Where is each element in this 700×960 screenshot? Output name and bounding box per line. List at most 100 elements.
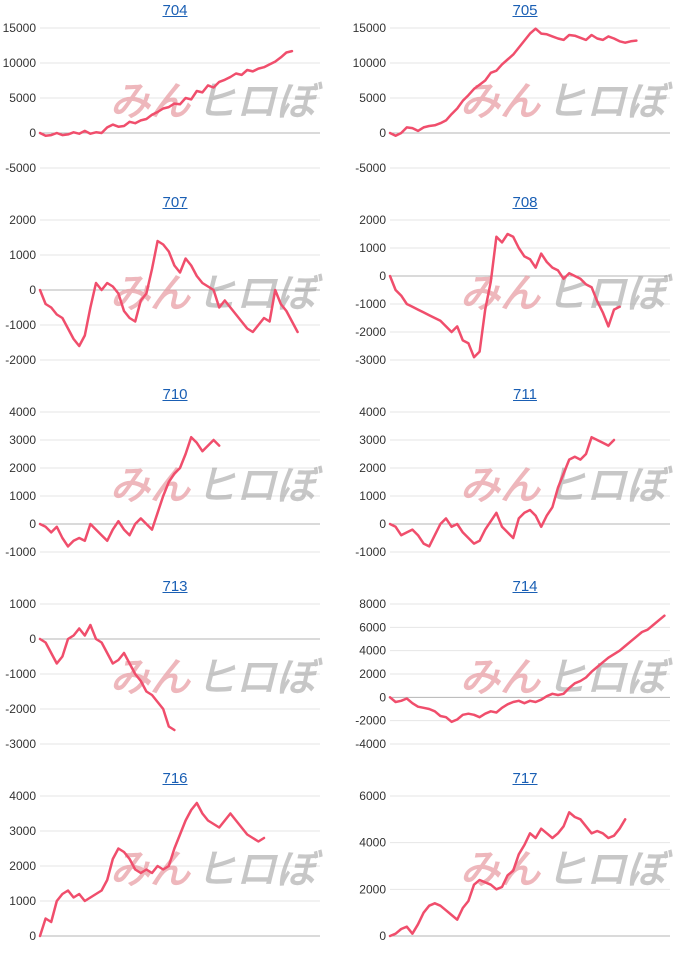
y-tick-label: 2000 [359,213,386,227]
y-tick-label: 0 [379,929,386,943]
y-tick-label: 4000 [359,836,386,850]
chart-panel-714: 8000 6000 4000 2000 0 -2000 -4000 みん ヒロぼ 714 [350,576,700,768]
y-tick-label: 0 [379,517,386,531]
chart-svg-716: 4000 3000 2000 1000 0 みん ヒロぼ [9,789,323,943]
y-tick-label: 15000 [353,21,387,35]
chart-panel-708: 2000 1000 0 -1000 -2000 -3000 みん ヒロぼ 708 [350,192,700,384]
watermark-logo: みん [460,80,542,124]
y-tick-label: 4000 [359,644,386,658]
chart-svg-710: 4000 3000 2000 1000 0 -1000 みん ヒロぼ [5,405,323,559]
chart-title-link[interactable]: 711 [513,386,537,403]
y-tick-label: 0 [29,929,36,943]
y-tick-label: 2000 [359,882,386,896]
y-tick-label: 1000 [9,597,36,611]
chart-title-link[interactable]: 713 [162,578,188,595]
y-tick-label: 1000 [9,894,36,908]
y-tick-label: -3000 [5,737,36,751]
y-tick-label: 4000 [9,405,36,419]
watermark-logo: みん [110,464,192,508]
chart-title-link[interactable]: 705 [512,2,538,19]
y-tick-label: -1000 [355,545,386,559]
y-tick-label: 1000 [359,241,386,255]
y-tick-label: 3000 [359,433,386,447]
chart-panel-713: 1000 0 -1000 -2000 -3000 みん ヒロぼ 713 [0,576,350,768]
series-line-714 [388,614,666,724]
y-tick-label: 2000 [9,213,36,227]
chart-panel-707: 2000 1000 0 -1000 -2000 みん ヒロぼ 707 [0,192,350,384]
watermark-logo: みん [460,656,542,700]
watermark-logo: みん [460,848,542,892]
y-tick-label: 1000 [359,489,386,503]
chart-svg-711: 4000 3000 2000 1000 0 -1000 みん ヒロぼ [355,405,673,559]
chart-svg-705: 15000 10000 5000 0 -5000 みん ヒロぼ [353,21,673,175]
y-tick-label: 0 [29,283,36,297]
series-line-708 [388,232,621,359]
y-tick-label: 2000 [9,859,36,873]
y-tick-label: 15000 [3,21,37,35]
y-tick-label: 0 [379,126,386,140]
watermark-logo: みん [110,848,192,892]
y-tick-label: -1000 [5,318,36,332]
watermark-logo: みん [110,656,192,700]
chart-svg-704: 15000 10000 5000 0 -5000 みん ヒロぼ [3,21,323,175]
series-line-716 [38,801,266,938]
chart-title-link[interactable]: 714 [512,578,538,595]
y-tick-label: 5000 [9,91,36,105]
chart-title-link[interactable]: 704 [162,2,188,19]
y-tick-label: 0 [29,126,36,140]
chart-panel-704: 15000 10000 5000 0 -5000 みん ヒロぼ 704 [0,0,350,192]
y-tick-label: 2000 [9,461,36,475]
series-line-707 [38,239,299,348]
series-line-705 [388,27,638,138]
watermark-logo: ヒロぼ [546,80,673,124]
y-tick-label: 2000 [359,461,386,475]
y-tick-label: 3000 [9,824,36,838]
watermark-logo: ヒロぼ [196,80,323,124]
y-tick-label: 0 [379,690,386,704]
chart-title-link[interactable]: 710 [162,386,188,403]
y-tick-label: -2000 [355,325,386,339]
y-tick-label: 6000 [359,620,386,634]
watermark-logo: ヒロぼ [546,848,673,892]
chart-panel-716: 4000 3000 2000 1000 0 みん ヒロぼ 716 [0,768,350,960]
y-tick-label: 5000 [359,91,386,105]
chart-panel-711: 4000 3000 2000 1000 0 -1000 みん ヒロぼ 711 [350,384,700,576]
y-tick-label: -1000 [355,297,386,311]
watermark-logo: ヒロぼ [546,272,673,316]
chart-title-link[interactable]: 708 [512,194,538,211]
y-tick-label: -2000 [5,353,36,367]
watermark-logo: ヒロぼ [196,848,323,892]
y-tick-label: 10000 [3,56,37,70]
watermark-logo: みん [110,80,192,124]
y-tick-label: 1000 [9,489,36,503]
chart-title-link[interactable]: 717 [512,770,538,787]
series-line-717 [388,811,627,938]
y-tick-label: 0 [29,517,36,531]
chart-panel-710: 4000 3000 2000 1000 0 -1000 みん ヒロぼ 710 [0,384,350,576]
y-tick-label: -2000 [5,702,36,716]
chart-svg-714: 8000 6000 4000 2000 0 -2000 -4000 みん ヒロぼ [355,597,673,751]
watermark-logo: ヒロぼ [196,656,323,700]
watermark-logo: ヒロぼ [546,464,673,508]
y-tick-label: 0 [379,269,386,283]
y-tick-label: 2000 [359,667,386,681]
y-tick-label: -4000 [355,737,386,751]
watermark-logo: ヒロぼ [196,464,323,508]
y-tick-label: 1000 [9,248,36,262]
chart-panel-705: 15000 10000 5000 0 -5000 みん ヒロぼ 705 [350,0,700,192]
series-line-710 [38,435,221,548]
y-tick-label: -2000 [355,714,386,728]
y-tick-label: 4000 [359,405,386,419]
series-line-711 [388,435,616,548]
chart-svg-713: 1000 0 -1000 -2000 -3000 みん ヒロぼ [5,597,323,751]
y-tick-label: 4000 [9,789,36,803]
series-line-704 [38,49,294,138]
y-tick-label: -3000 [355,353,386,367]
chart-title-link[interactable]: 707 [162,194,188,211]
watermark-logo: みん [460,464,542,508]
watermark-logo: ヒロぼ [546,656,673,700]
chart-title-link[interactable]: 716 [162,770,188,787]
y-tick-label: -1000 [5,667,36,681]
y-tick-label: 10000 [353,56,387,70]
